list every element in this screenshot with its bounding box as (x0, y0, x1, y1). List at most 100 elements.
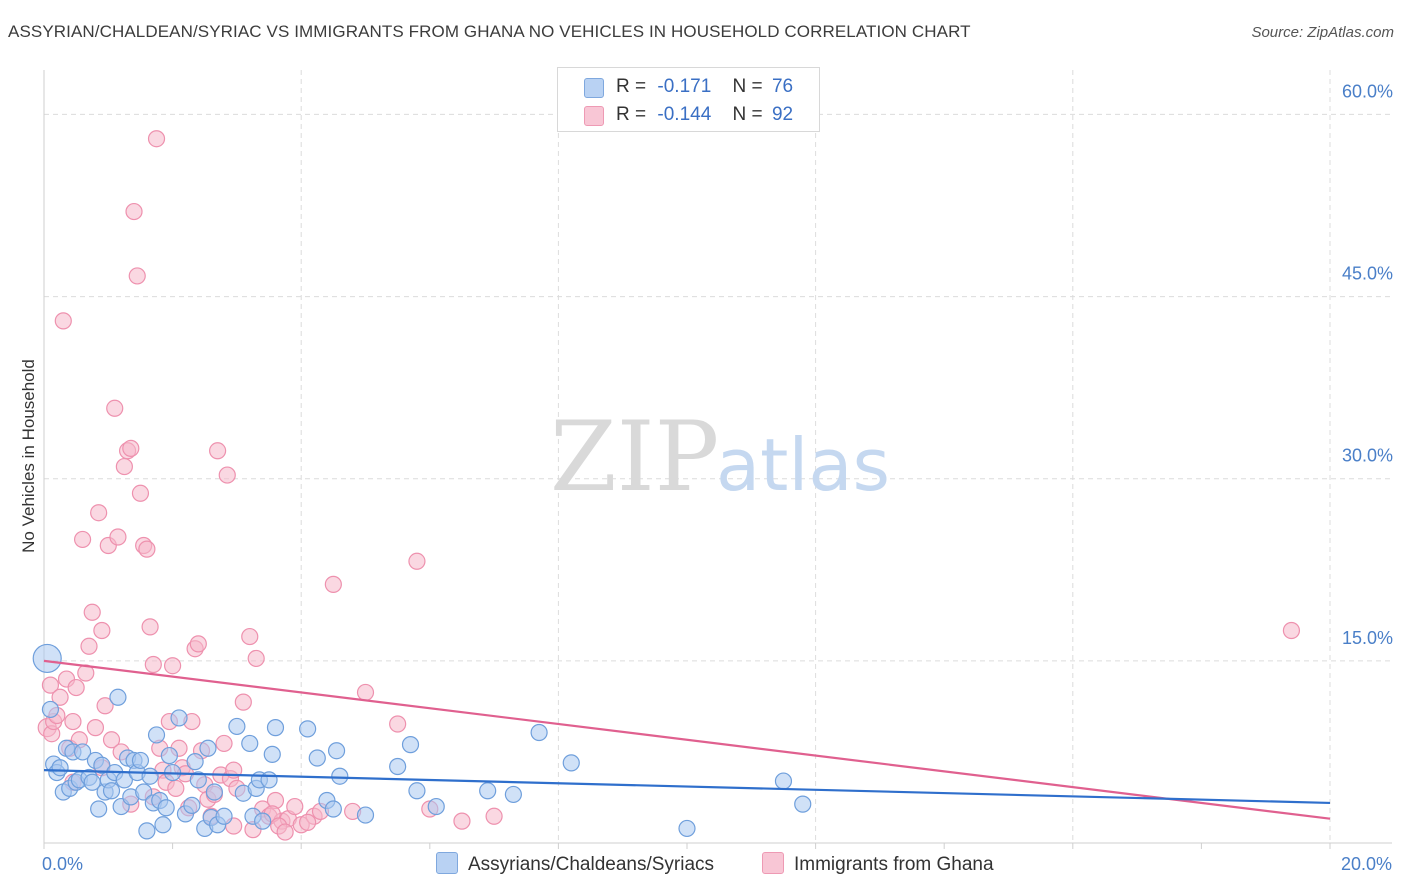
ghana-point-56 (218, 466, 236, 484)
ghana-point-18 (93, 621, 111, 640)
x-tick-label-1: 20.0% (1341, 854, 1392, 874)
assyrian-point-0 (32, 643, 62, 674)
ghana-point-27 (122, 439, 140, 457)
ghana-point-21 (102, 731, 121, 749)
ghana-point-25 (115, 457, 133, 476)
assyrian-point-4 (51, 759, 69, 777)
assyrian-point-35 (154, 816, 172, 834)
bottom-legend-swatch-pink (762, 852, 784, 874)
y-tick-label-2: 45.0% (1342, 264, 1393, 284)
assyrian-point-60 (299, 720, 317, 738)
ghana-point-60 (234, 693, 252, 711)
ghana-point-41 (167, 779, 185, 797)
assyrian-point-15 (90, 800, 108, 818)
trend-lines (43, 659, 1331, 820)
ghana-point-35 (147, 130, 166, 148)
ghana-point-47 (189, 635, 207, 653)
assyrian-point-43 (189, 771, 207, 789)
assyrian-point-52 (241, 734, 259, 753)
ghana-point-6 (54, 312, 72, 330)
bottom-legend-series1: Assyrians/Chaldeans/Syriacs (436, 852, 714, 876)
legend-r-label: R = (616, 76, 647, 97)
assyrian-point-74 (562, 754, 580, 772)
assyrian-point-36 (157, 799, 175, 817)
assyrian-point-31 (141, 767, 159, 785)
assyrian-point-29 (135, 783, 153, 801)
grid (44, 70, 1392, 843)
bottom-legend-label-1: Assyrians/Chaldeans/Syriacs (468, 854, 715, 875)
assyrian-point-28 (131, 751, 150, 770)
ghana-point-9 (64, 712, 82, 731)
trend-line-assyrian (43, 769, 1331, 805)
y-tick-label-1: 30.0% (1342, 446, 1393, 466)
ghana-point-40 (164, 657, 182, 675)
assyrian-point-67 (389, 757, 407, 776)
assyrian-point-69 (408, 782, 426, 800)
ghana-point-10 (67, 678, 85, 697)
ghana-point-15 (83, 603, 101, 621)
assyrian-point-50 (228, 717, 246, 736)
assyrian-point-42 (186, 753, 204, 771)
bottom-legend-label-2: Immigrants from Ghana (794, 854, 994, 875)
ghana-point-68 (286, 797, 304, 816)
x-tick-label-0: 0.0% (42, 854, 83, 874)
assyrian-point-61 (308, 749, 326, 767)
chart-title: ASSYRIAN/CHALDEAN/SYRIAC VS IMMIGRANTS F… (8, 22, 971, 41)
legend: R = -0.171 N = 76 R = -0.144 N = 92 (557, 67, 820, 132)
legend-r-value-2: -0.144 (657, 104, 712, 125)
ghana-point-90 (276, 823, 294, 841)
assyrian-point-64 (327, 742, 346, 760)
ghana-point-61 (241, 627, 259, 646)
assyrian-point-16 (93, 756, 111, 774)
assyrian-point-56 (254, 812, 272, 830)
ghana-point-91 (299, 813, 317, 831)
bottom-legend-series2: Immigrants from Ghana (762, 852, 994, 876)
ghana-point-55 (215, 734, 233, 753)
ghana-point-62 (247, 649, 265, 668)
assyrian-point-65 (331, 767, 349, 785)
assyrian-point-68 (401, 736, 420, 754)
legend-n-value-2: 92 (771, 104, 794, 125)
assyrian-point-66 (356, 806, 375, 824)
legend-n-value-1: 76 (771, 76, 794, 97)
assyrian-point-47 (205, 783, 223, 801)
assyrian-point-39 (170, 709, 188, 727)
series-assyrian-points (32, 643, 812, 840)
ghana-point-72 (324, 575, 342, 593)
ghana-point-23 (109, 528, 127, 546)
assyrian-point-71 (479, 782, 497, 800)
assyrian-point-21 (109, 688, 127, 706)
assyrian-point-49 (215, 807, 233, 825)
ghana-point-22 (106, 399, 124, 417)
ghana-point-30 (131, 484, 150, 502)
bottom-legend-swatch-blue (436, 852, 458, 874)
ghana-point-17 (90, 504, 108, 522)
legend-r-value-1: -0.171 (657, 76, 712, 97)
ghana-point-16 (86, 719, 105, 737)
ghana-point-79 (485, 807, 503, 825)
assyrian-point-77 (794, 795, 812, 813)
legend-n-label: N = (732, 76, 763, 97)
ghana-point-78 (453, 812, 471, 830)
ghana-point-1 (41, 676, 60, 694)
tick-labels: 15.0% 30.0% 45.0% 60.0% 0.0% 20.0% (42, 81, 1393, 874)
ghana-point-80 (1282, 621, 1301, 640)
ghana-point-74 (356, 683, 375, 702)
source-label: Source: ZipAtlas.com (1251, 24, 1394, 41)
ghana-point-32 (138, 540, 156, 558)
legend-n-label: N = (732, 104, 763, 125)
ghana-point-28 (125, 202, 143, 221)
assyrian-point-45 (199, 739, 217, 757)
ghana-point-12 (73, 530, 92, 549)
y-axis-label: No Vehicles in Household (19, 359, 38, 553)
assyrian-point-73 (530, 723, 548, 742)
legend-swatch-blue (584, 78, 604, 98)
assyrian-point-37 (160, 746, 178, 765)
assyrian-point-76 (678, 819, 696, 838)
watermark-zip: ZIP (550, 401, 719, 513)
legend-r-label: R = (616, 104, 647, 125)
ghana-point-76 (408, 552, 426, 570)
assyrian-point-11 (73, 743, 92, 761)
ghana-point-19 (96, 697, 114, 715)
